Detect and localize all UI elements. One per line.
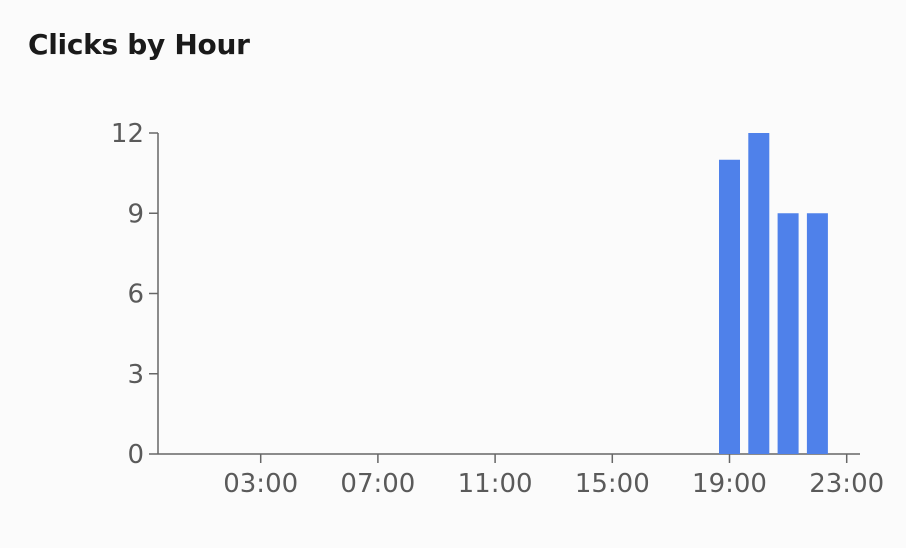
y-tick-label: 6 — [127, 280, 144, 310]
chart-title: Clicks by Hour — [28, 28, 250, 61]
bar-2000 — [748, 133, 770, 454]
bar-1900 — [719, 159, 740, 454]
x-tick-label: 23:00 — [809, 469, 884, 499]
y-tick-label: 12 — [111, 119, 144, 149]
y-tick-label: 3 — [127, 360, 144, 390]
bar-2200 — [806, 213, 828, 454]
x-tick-label: 19:00 — [692, 469, 767, 499]
y-tick-label: 9 — [127, 199, 144, 229]
x-tick-label: 15:00 — [575, 469, 650, 499]
x-tick-label: 03:00 — [223, 469, 298, 499]
bar-2100 — [777, 213, 799, 454]
y-tick-label: 0 — [127, 440, 144, 470]
x-tick-label: 11:00 — [458, 469, 533, 499]
x-tick-label: 07:00 — [340, 469, 415, 499]
